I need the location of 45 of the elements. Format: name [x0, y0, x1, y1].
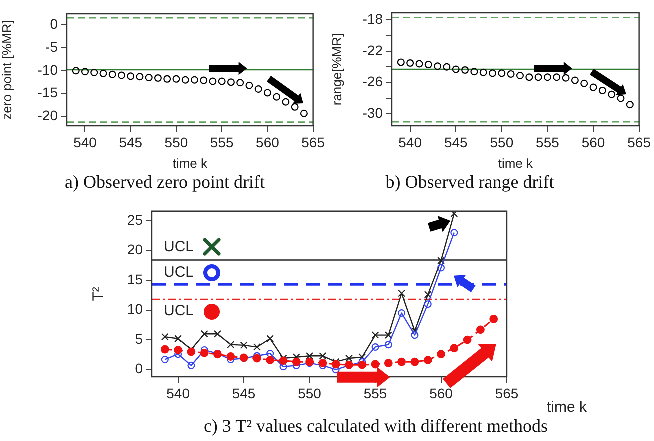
ref-line-label: UCL: [164, 238, 194, 256]
x-tick-label: 540: [398, 134, 422, 150]
ref-line-label: UCL: [164, 302, 194, 320]
y-tick-label: 25: [127, 212, 144, 228]
x-tick-label: 545: [232, 385, 256, 402]
y-tick-label: 20: [127, 242, 144, 258]
y-tick-label: -22: [362, 42, 384, 58]
x-tick-label: 550: [164, 134, 188, 150]
x-axis-title: time k: [172, 156, 208, 171]
x-axis-title: time k: [547, 399, 588, 416]
y-tick-label: 10: [127, 301, 144, 318]
x-tick-label: 550: [298, 385, 322, 402]
x-tick-label: 565: [302, 134, 326, 150]
x-axis-title: time k: [498, 156, 534, 171]
y-tick-label: 15: [127, 271, 144, 288]
y-tick-label: -18: [362, 10, 384, 27]
y-tick-label: -15: [38, 84, 58, 101]
y-tick-label: -5: [46, 38, 58, 55]
x-tick-label: 540: [166, 385, 190, 402]
y-axis-title: zero point [%MR]: [0, 20, 14, 120]
x-tick-label: 560: [430, 385, 454, 402]
y-axis-title: range[%MR]: [329, 33, 344, 106]
x-tick-label: 560: [582, 134, 606, 150]
text: a) Observed zero point drift: [65, 172, 265, 193]
x-tick-label: 555: [364, 385, 388, 402]
y-tick-label: -30: [362, 105, 384, 122]
y-tick-label: -26: [362, 74, 384, 90]
x-tick-label: 545: [119, 134, 143, 150]
x-tick-label: 560: [256, 134, 280, 150]
x-tick-label: 540: [74, 134, 98, 150]
ref-line-label: UCL: [164, 264, 194, 281]
y-tick-label: 0: [50, 16, 58, 32]
x-tick-label: 545: [444, 134, 468, 150]
y-tick-label: -10: [38, 62, 58, 78]
text: c) 3 T² values calculated with different methods: [204, 416, 548, 437]
x-tick-label: 555: [536, 134, 560, 150]
x-tick-label: 565: [495, 385, 519, 402]
text: b) Observed range drift: [386, 172, 554, 193]
x-tick-label: 550: [490, 134, 514, 150]
x-tick-label: 555: [210, 134, 234, 150]
y-tick-label: 5: [135, 330, 144, 347]
x-tick-label: 565: [628, 134, 652, 150]
y-tick-label: 0: [135, 360, 144, 377]
y-axis-title: T²: [90, 287, 108, 302]
y-tick-label: -20: [38, 108, 58, 124]
